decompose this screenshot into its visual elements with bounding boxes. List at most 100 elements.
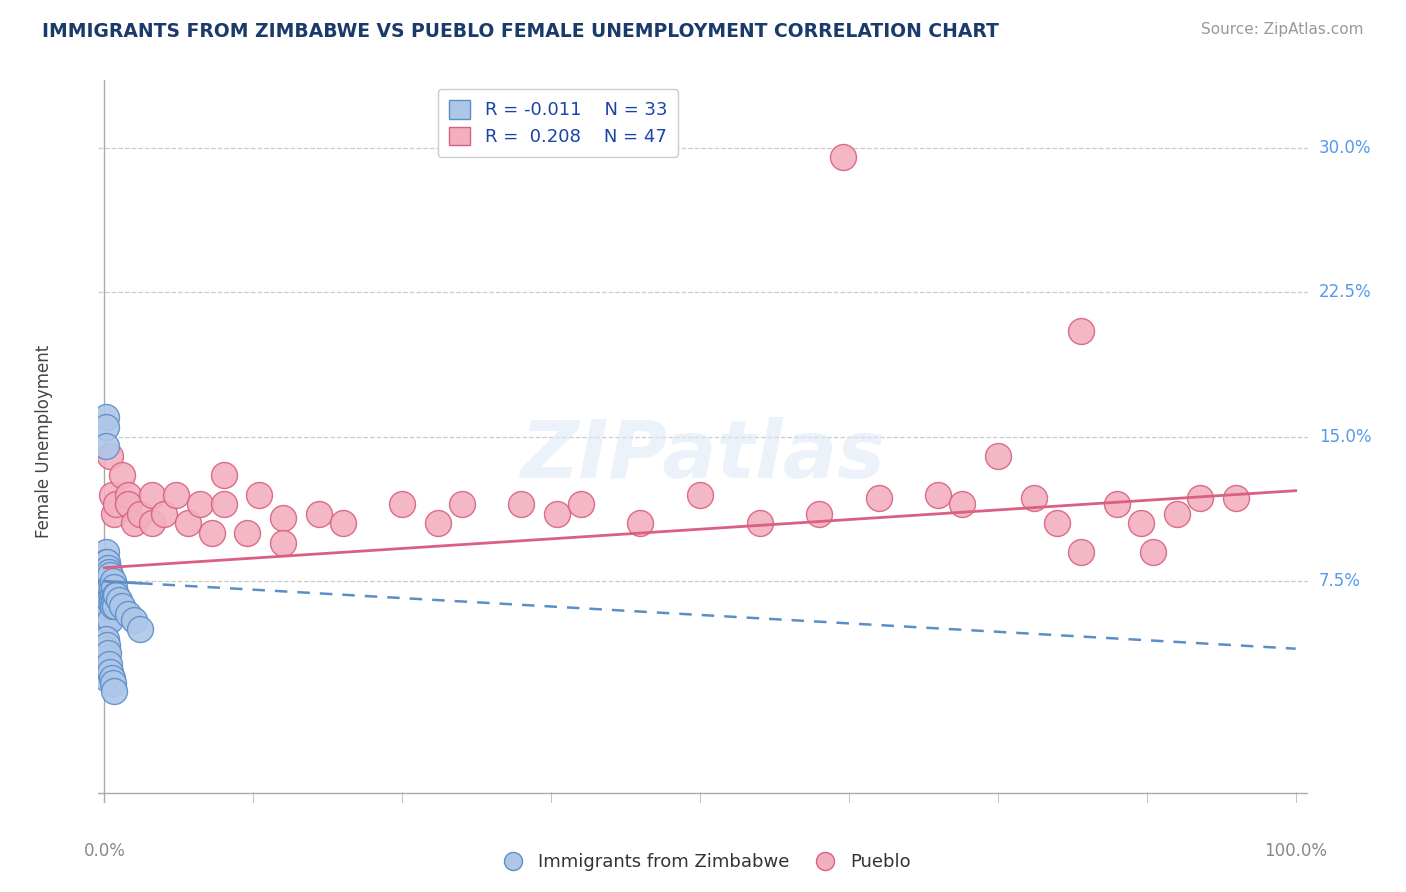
- Point: [141, 516, 163, 531]
- Point: [98, 613, 121, 627]
- Point: [94, 555, 117, 569]
- Point: [101, 676, 124, 690]
- Point: [1166, 507, 1188, 521]
- Point: [111, 599, 134, 614]
- Point: [271, 510, 294, 524]
- Point: [97, 646, 120, 660]
- Point: [103, 593, 125, 607]
- Point: [141, 487, 163, 501]
- Point: [1070, 324, 1092, 338]
- Point: [105, 497, 128, 511]
- Point: [153, 507, 176, 521]
- Point: [129, 623, 152, 637]
- Point: [271, 535, 294, 549]
- Point: [927, 487, 949, 501]
- Point: [94, 661, 117, 675]
- Point: [122, 516, 145, 531]
- Point: [450, 497, 472, 511]
- Point: [569, 497, 592, 511]
- Point: [391, 497, 413, 511]
- Point: [212, 468, 235, 483]
- Point: [1129, 516, 1152, 531]
- Point: [122, 613, 145, 627]
- Text: 0.0%: 0.0%: [83, 842, 125, 860]
- Point: [101, 574, 124, 589]
- Point: [748, 516, 770, 531]
- Point: [96, 588, 118, 602]
- Point: [96, 613, 118, 627]
- Point: [100, 593, 122, 607]
- Point: [103, 507, 125, 521]
- Point: [103, 684, 125, 698]
- Point: [101, 599, 124, 614]
- Point: [165, 487, 187, 501]
- Text: Source: ZipAtlas.com: Source: ZipAtlas.com: [1201, 22, 1364, 37]
- Point: [96, 555, 118, 569]
- Point: [98, 580, 121, 594]
- Text: IMMIGRANTS FROM ZIMBABWE VS PUEBLO FEMALE UNEMPLOYMENT CORRELATION CHART: IMMIGRANTS FROM ZIMBABWE VS PUEBLO FEMAL…: [42, 22, 1000, 41]
- Point: [96, 638, 118, 652]
- Point: [94, 593, 117, 607]
- Point: [247, 487, 270, 501]
- Point: [94, 632, 117, 646]
- Point: [117, 487, 139, 501]
- Point: [101, 588, 124, 602]
- Point: [96, 574, 118, 589]
- Point: [426, 516, 449, 531]
- Point: [236, 526, 259, 541]
- Point: [94, 420, 117, 434]
- Point: [96, 565, 118, 579]
- Point: [987, 449, 1010, 463]
- Text: 7.5%: 7.5%: [1319, 573, 1361, 591]
- Point: [1225, 491, 1247, 506]
- Point: [1105, 497, 1128, 511]
- Point: [630, 516, 652, 531]
- Legend: Immigrants from Zimbabwe, Pueblo: Immigrants from Zimbabwe, Pueblo: [488, 847, 918, 879]
- Point: [100, 671, 122, 685]
- Point: [1070, 545, 1092, 559]
- Point: [832, 150, 855, 164]
- Text: 30.0%: 30.0%: [1319, 139, 1371, 157]
- Point: [104, 588, 127, 602]
- Point: [100, 487, 122, 501]
- Point: [188, 497, 211, 511]
- Point: [1022, 491, 1045, 506]
- Point: [94, 583, 117, 598]
- Point: [212, 497, 235, 511]
- Point: [94, 651, 117, 665]
- Point: [105, 588, 128, 602]
- Point: [94, 439, 117, 453]
- Point: [98, 580, 121, 594]
- Point: [98, 565, 121, 579]
- Text: Female Unemployment: Female Unemployment: [35, 345, 53, 538]
- Point: [97, 574, 120, 589]
- Text: 15.0%: 15.0%: [1319, 428, 1371, 446]
- Point: [1189, 491, 1212, 506]
- Point: [98, 593, 121, 607]
- Point: [1142, 545, 1164, 559]
- Point: [98, 657, 121, 671]
- Text: 100.0%: 100.0%: [1264, 842, 1327, 860]
- Legend: R = -0.011    N = 33, R =  0.208    N = 47: R = -0.011 N = 33, R = 0.208 N = 47: [437, 89, 678, 157]
- Point: [97, 599, 120, 614]
- Point: [96, 599, 118, 614]
- Point: [689, 487, 711, 501]
- Point: [332, 516, 354, 531]
- Point: [94, 410, 117, 425]
- Point: [117, 607, 139, 621]
- Point: [129, 507, 152, 521]
- Point: [94, 641, 117, 656]
- Point: [97, 560, 120, 574]
- Point: [98, 568, 121, 582]
- Point: [98, 449, 121, 463]
- Point: [117, 497, 139, 511]
- Text: 22.5%: 22.5%: [1319, 284, 1371, 301]
- Point: [94, 565, 117, 579]
- Point: [200, 526, 222, 541]
- Point: [103, 580, 125, 594]
- Point: [1046, 516, 1069, 531]
- Point: [100, 580, 122, 594]
- Point: [808, 507, 831, 521]
- Point: [98, 593, 121, 607]
- Point: [546, 507, 568, 521]
